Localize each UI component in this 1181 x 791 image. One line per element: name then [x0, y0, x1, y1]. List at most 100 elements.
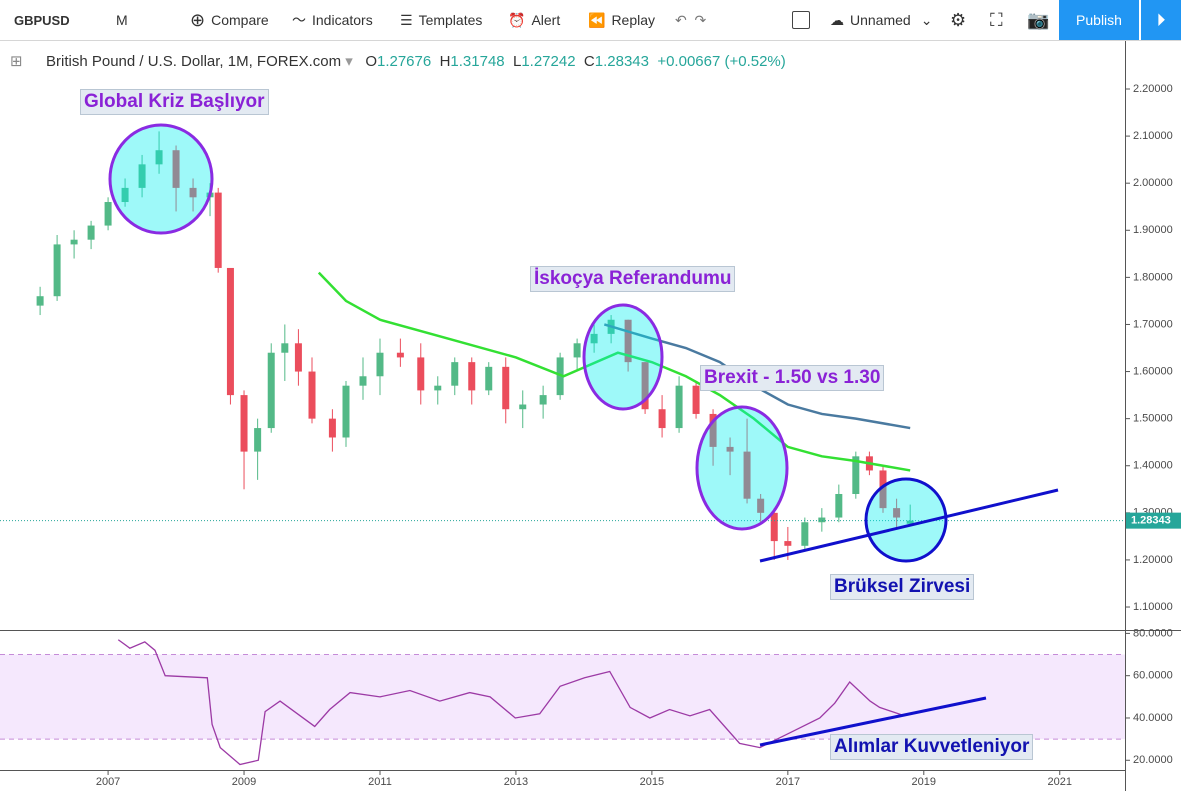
- y-tick-label: 1.90000: [1133, 224, 1173, 236]
- last-price-box: [1126, 512, 1181, 529]
- y-tick-label: 40.0000: [1133, 712, 1173, 724]
- label: Compare: [211, 12, 269, 28]
- fullscreen[interactable]: ⛶: [990, 9, 1003, 30]
- candle-body: [726, 446, 734, 452]
- candle-body: [770, 512, 778, 542]
- candle-body: [281, 343, 289, 353]
- candle-body: [214, 192, 222, 268]
- candle-body: [757, 498, 765, 513]
- candle-body: [485, 366, 493, 391]
- candle-body: [784, 541, 792, 546]
- publish-button[interactable]: Publish: [1059, 0, 1139, 40]
- settings[interactable]: ⚙: [950, 9, 967, 30]
- x-tick-label: 2021: [1048, 776, 1072, 788]
- replay-button[interactable]: ⏪ Replay: [588, 11, 656, 29]
- annotation: İskoçya Referandumu: [530, 266, 736, 292]
- close-prefix: C: [583, 53, 595, 70]
- candle-body: [342, 385, 350, 438]
- circle: [864, 477, 948, 563]
- candle-body: [87, 225, 95, 240]
- candle-body: [155, 150, 163, 165]
- legend: ⊞ British Pound / U.S. Dollar, 1M, FOREX…: [10, 53, 786, 70]
- layout-menu[interactable]: ☁ Unnamed ⌄: [830, 11, 933, 29]
- candle-body: [138, 164, 146, 188]
- candle-body: [434, 385, 442, 391]
- candle-body: [104, 202, 112, 226]
- x-tick-label: 2017: [776, 776, 800, 788]
- low-value: 1.27242: [521, 53, 576, 70]
- candle-body: [267, 352, 275, 429]
- candle-body: [573, 343, 581, 358]
- moving-average: [317, 271, 911, 472]
- candle-body: [519, 404, 527, 410]
- toolbar-bg: [0, 0, 1181, 40]
- change: +0.00667 (+0.52%): [657, 53, 786, 70]
- candle-body: [396, 352, 404, 358]
- alert-button[interactable]: ⏰ Alert: [508, 11, 561, 29]
- candle-body: [709, 413, 717, 447]
- candle-body: [121, 187, 129, 203]
- y-tick-label: 1.60000: [1133, 365, 1173, 377]
- annotation: Brüksel Zirvesi: [830, 574, 975, 600]
- y-tick-label: 2.00000: [1133, 177, 1173, 189]
- expand-icon[interactable]: ⊞: [10, 53, 23, 70]
- y-tick-label: 2.20000: [1133, 83, 1173, 95]
- label: Indicators: [312, 12, 373, 28]
- circle: [695, 405, 789, 531]
- candle-body: [675, 385, 683, 429]
- candle-body: [468, 362, 476, 391]
- y-tick-label: 1.20000: [1133, 554, 1173, 566]
- candle-body: [254, 428, 262, 452]
- candle-body: [879, 470, 887, 509]
- close-value: 1.28343: [594, 53, 649, 70]
- candle-body: [308, 371, 316, 419]
- rsi-band: [0, 654, 1125, 740]
- y-tick-label: 1.40000: [1133, 460, 1173, 472]
- y-tick-label: 2.10000: [1133, 130, 1173, 142]
- candle-body: [641, 362, 649, 410]
- y-tick-label: 1.70000: [1133, 318, 1173, 330]
- candle-body: [801, 522, 809, 546]
- candle-body: [539, 395, 547, 405]
- candle-body: [835, 493, 843, 518]
- x-tick-label: 2019: [912, 776, 936, 788]
- candle-body: [893, 508, 901, 518]
- fullscreen-toggle[interactable]: [792, 0, 810, 40]
- x-tick-label: 2007: [96, 776, 120, 788]
- candle-body: [189, 187, 197, 198]
- symbol[interactable]: GBPUSD: [14, 12, 70, 28]
- indicators-button[interactable]: 〜 Indicators: [292, 12, 373, 28]
- y-tick-label: 1.10000: [1133, 601, 1173, 613]
- annotation: Global Kriz Başlıyor: [80, 89, 269, 115]
- candle-body: [906, 520, 914, 524]
- candle-body: [658, 409, 666, 429]
- plot: 1.100001.200001.300001.400001.500001.600…: [0, 83, 1181, 788]
- x-tick-label: 2013: [504, 776, 528, 788]
- label: Templates: [418, 12, 483, 28]
- undo[interactable]: ↶ ↷: [675, 11, 707, 28]
- candle-body: [226, 267, 234, 396]
- drawings: [108, 123, 1059, 747]
- play-button[interactable]: ⏵: [1141, 0, 1181, 40]
- compare-button[interactable]: ⊕ Compare: [190, 9, 269, 30]
- templates-button[interactable]: ☰ Templates: [400, 11, 483, 29]
- interval[interactable]: M: [116, 12, 128, 28]
- low-prefix: L: [512, 53, 522, 70]
- y-tick-label: 1.80000: [1133, 271, 1173, 283]
- candle-body: [818, 517, 826, 523]
- label: Alert: [531, 12, 561, 28]
- candle-body: [240, 395, 248, 452]
- candle-body: [53, 244, 61, 297]
- candle-body: [590, 333, 598, 344]
- circle: [108, 123, 214, 235]
- x-tick-label: 2015: [640, 776, 664, 788]
- candle-body: [36, 296, 44, 306]
- y-tick-label: 60.0000: [1133, 670, 1173, 682]
- candle-body: [624, 319, 632, 363]
- snapshot[interactable]: 📷: [1027, 9, 1050, 30]
- last-price-label: 1.28343: [1131, 515, 1171, 527]
- x-tick-label: 2011: [368, 776, 392, 788]
- candle-body: [502, 366, 510, 410]
- candle-body: [692, 385, 700, 414]
